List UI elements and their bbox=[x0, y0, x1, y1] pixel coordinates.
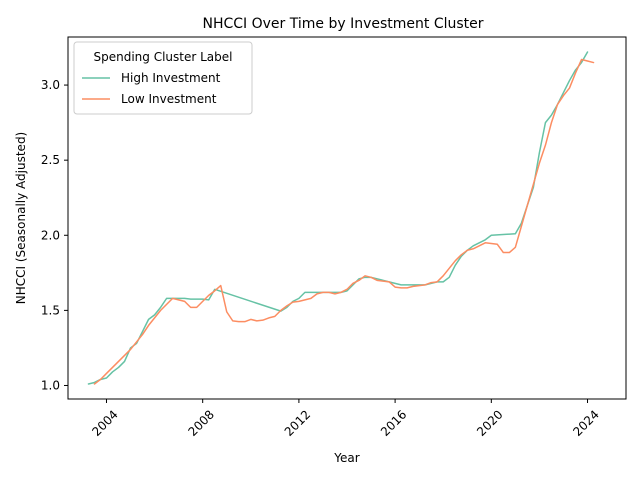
x-tick-label: 2012 bbox=[282, 407, 313, 438]
series-line-high-investment bbox=[87, 51, 589, 385]
legend: Spending Cluster Label High Investment Lo… bbox=[73, 41, 253, 115]
legend-title: Spending Cluster Label bbox=[94, 50, 233, 64]
x-axis-label: Year bbox=[333, 451, 359, 465]
legend-label: Low Investment bbox=[121, 92, 217, 106]
legend-label: High Investment bbox=[121, 71, 221, 85]
y-tick-label: 1.0 bbox=[41, 378, 60, 392]
plot-area bbox=[67, 36, 627, 400]
x-tick-label: 2016 bbox=[378, 407, 409, 438]
y-tick-label: 3.0 bbox=[41, 78, 60, 92]
legend-items: High Investment Low Investment bbox=[82, 71, 221, 106]
y-tick-label: 1.5 bbox=[41, 303, 60, 317]
plot-frame bbox=[67, 36, 627, 400]
series-line-low-investment bbox=[93, 58, 595, 385]
legend-box bbox=[73, 41, 253, 115]
y-axis-label: NHCCI (Seasonally Adjusted) bbox=[14, 132, 28, 304]
x-tick-label: 2004 bbox=[89, 407, 120, 438]
y-axis-ticks: 1.0 1.5 2.0 2.5 3.0 bbox=[41, 78, 68, 392]
series-layer bbox=[87, 51, 595, 385]
x-axis-ticks: 2004 2008 2012 2016 2020 2024 bbox=[89, 399, 602, 439]
y-tick-label: 2.5 bbox=[41, 153, 60, 167]
x-tick-label: 2008 bbox=[186, 407, 217, 438]
x-tick-label: 2020 bbox=[474, 407, 505, 438]
y-tick-label: 2.0 bbox=[41, 228, 60, 242]
x-tick-label: 2024 bbox=[570, 407, 601, 438]
chart-title: NHCCI Over Time by Investment Cluster bbox=[202, 16, 483, 32]
